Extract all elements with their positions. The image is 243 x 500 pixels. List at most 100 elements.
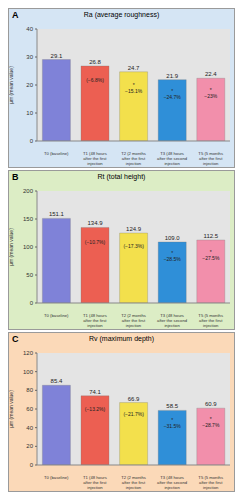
svg-text:120: 120 xyxy=(23,350,34,356)
svg-text:20: 20 xyxy=(26,82,33,88)
svg-text:after the first: after the first xyxy=(199,318,223,323)
svg-text:10: 10 xyxy=(26,110,33,116)
svg-text:60: 60 xyxy=(26,406,33,412)
svg-text:procedure): procedure) xyxy=(162,328,183,329)
svg-text:T1 (48 hours: T1 (48 hours xyxy=(83,151,107,156)
svg-text:29.1: 29.1 xyxy=(51,53,63,59)
svg-text:21.9: 21.9 xyxy=(166,73,178,79)
svg-text:−31.5%: −31.5% xyxy=(164,423,182,429)
svg-text:after the first: after the first xyxy=(121,480,146,485)
svg-text:T0 (baseline): T0 (baseline) xyxy=(44,151,69,156)
svg-text:after the second: after the second xyxy=(157,156,188,161)
svg-text:100: 100 xyxy=(23,244,34,250)
svg-text:procedure): procedure) xyxy=(123,490,144,491)
svg-text:after the first: after the first xyxy=(83,480,107,485)
svg-text:T3 (48 hours: T3 (48 hours xyxy=(160,475,184,480)
svg-text:66.9: 66.9 xyxy=(128,396,140,402)
svg-text:20: 20 xyxy=(26,443,33,449)
html-text:Rv (maximum depth): Rv (maximum depth) xyxy=(89,335,154,342)
svg-text:T2 (2 months: T2 (2 months xyxy=(121,475,146,480)
svg-text:procedure): procedure) xyxy=(123,328,144,329)
svg-text:procedure): procedure) xyxy=(162,490,183,491)
svg-text:T2 (2 months: T2 (2 months xyxy=(121,313,146,318)
svg-text:procedure): procedure) xyxy=(201,166,222,167)
svg-text:T0 (baseline): T0 (baseline) xyxy=(44,313,69,318)
svg-text:124.9: 124.9 xyxy=(126,226,142,232)
svg-text:−28.7%: −28.7% xyxy=(202,422,220,428)
svg-text:30: 30 xyxy=(26,54,33,60)
svg-text:50: 50 xyxy=(26,272,33,278)
svg-text:T5 (5 months: T5 (5 months xyxy=(198,151,223,156)
svg-text:injection: injection xyxy=(125,161,142,166)
html-text:Rt (total height): Rt (total height) xyxy=(97,173,146,180)
svg-text:40: 40 xyxy=(26,26,33,32)
svg-text:T3 (48 hours: T3 (48 hours xyxy=(160,151,184,156)
svg-text:T5 (5 months: T5 (5 months xyxy=(198,313,223,318)
svg-text:μm (mean value): μm (mean value) xyxy=(9,66,14,104)
svg-text:40: 40 xyxy=(26,425,33,431)
svg-text:injection: injection xyxy=(125,323,142,328)
svg-text:procedure): procedure) xyxy=(162,166,183,167)
svg-text:T2 (2 months: T2 (2 months xyxy=(121,151,146,156)
html-text:Ra (average roughness): Ra (average roughness) xyxy=(83,11,160,18)
svg-text:after the first: after the first xyxy=(83,318,107,323)
svg-text:injection: injection xyxy=(87,323,103,328)
html-text:B: B xyxy=(12,172,19,182)
svg-text:134.9: 134.9 xyxy=(87,220,103,226)
svg-text:(−10.7%): (−10.7%) xyxy=(85,239,106,245)
svg-text:T0 (baseline): T0 (baseline) xyxy=(44,475,69,480)
svg-text:85.4: 85.4 xyxy=(51,378,63,384)
svg-text:after the first: after the first xyxy=(83,156,107,161)
svg-text:after the first: after the first xyxy=(199,156,223,161)
svg-text:60.9: 60.9 xyxy=(205,401,217,407)
svg-text:injection: injection xyxy=(164,323,180,328)
svg-text:26.8: 26.8 xyxy=(89,59,101,65)
svg-text:after the second: after the second xyxy=(157,480,188,485)
svg-text:μm (mean value): μm (mean value) xyxy=(9,228,14,266)
svg-text:procedure): procedure) xyxy=(201,490,222,491)
svg-text:injection: injection xyxy=(87,485,103,490)
html-text:C: C xyxy=(12,334,19,344)
svg-text:100: 100 xyxy=(23,369,34,375)
svg-text:injection: injection xyxy=(125,485,142,490)
svg-text:0: 0 xyxy=(30,300,34,306)
svg-text:−27.5%: −27.5% xyxy=(202,255,220,261)
svg-text:109.0: 109.0 xyxy=(165,235,181,241)
svg-text:150: 150 xyxy=(23,216,34,222)
svg-text:200: 200 xyxy=(23,188,34,194)
svg-text:T1 (48 hours: T1 (48 hours xyxy=(83,475,107,480)
svg-text:112.5: 112.5 xyxy=(204,233,219,239)
svg-text:−15.1%: −15.1% xyxy=(125,88,143,94)
svg-text:procedure): procedure) xyxy=(201,328,222,329)
svg-text:after the first: after the first xyxy=(121,318,146,323)
svg-text:(−21.7%): (−21.7%) xyxy=(123,411,144,417)
svg-text:T1 (48 hours: T1 (48 hours xyxy=(83,313,107,318)
svg-text:−23%: −23% xyxy=(204,93,217,99)
svg-text:0: 0 xyxy=(30,138,34,144)
svg-text:−24.7%: −24.7% xyxy=(164,94,182,100)
svg-text:injection: injection xyxy=(203,323,219,328)
svg-text:−28.5%: −28.5% xyxy=(164,256,182,262)
svg-text:(−6.8%): (−6.8%) xyxy=(86,77,104,83)
svg-text:151.1: 151.1 xyxy=(49,211,65,217)
svg-text:after the first: after the first xyxy=(121,156,146,161)
svg-text:injection: injection xyxy=(87,161,103,166)
svg-text:after the second: after the second xyxy=(157,318,188,323)
svg-text:22.4: 22.4 xyxy=(205,71,217,77)
svg-text:80: 80 xyxy=(26,387,33,393)
svg-text:μm (mean value): μm (mean value) xyxy=(9,390,14,428)
svg-text:24.7: 24.7 xyxy=(128,65,140,71)
svg-text:(−17.3%): (−17.3%) xyxy=(123,243,144,249)
svg-text:0: 0 xyxy=(30,462,34,468)
svg-text:procedure): procedure) xyxy=(123,166,144,167)
svg-text:procedure): procedure) xyxy=(85,328,106,329)
svg-text:procedure): procedure) xyxy=(85,166,106,167)
svg-text:74.1: 74.1 xyxy=(89,389,101,395)
svg-text:injection: injection xyxy=(203,161,219,166)
html-text:A: A xyxy=(12,10,19,20)
svg-text:(−13.2%): (−13.2%) xyxy=(85,406,106,412)
svg-text:procedure): procedure) xyxy=(85,490,106,491)
svg-text:T3 (48 hours: T3 (48 hours xyxy=(160,313,184,318)
svg-text:injection: injection xyxy=(164,161,180,166)
svg-text:58.5: 58.5 xyxy=(166,403,178,409)
